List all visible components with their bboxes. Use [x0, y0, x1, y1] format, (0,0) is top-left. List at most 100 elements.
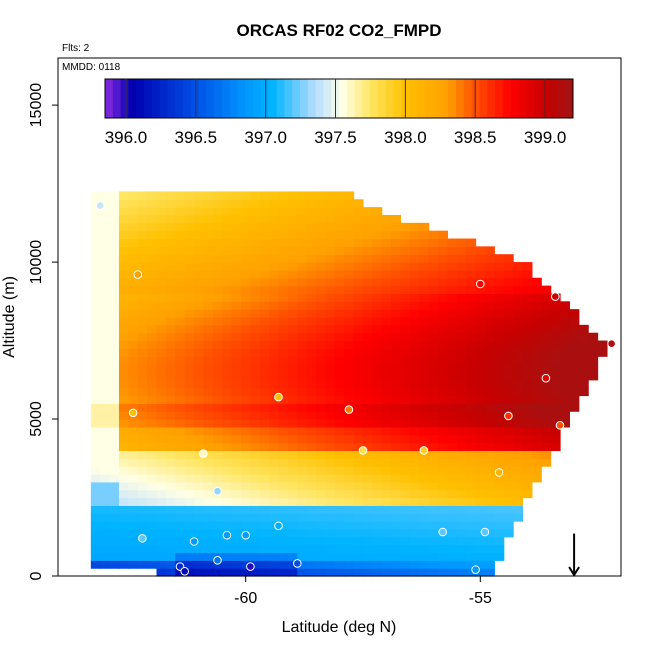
colorbar-segment [518, 79, 527, 118]
field-cell [353, 552, 364, 561]
field-cell [118, 230, 129, 240]
field-cell [419, 426, 430, 436]
field-cell [175, 552, 186, 561]
field-cell [353, 481, 364, 491]
field-cell [428, 356, 439, 365]
field-cell [503, 356, 514, 365]
field-cell [259, 379, 270, 389]
field-cell [194, 371, 205, 381]
field-cell [137, 285, 148, 295]
field-cell [109, 426, 120, 436]
field-cell [203, 434, 214, 444]
colorbar-segment [370, 79, 379, 118]
field-cell [400, 387, 411, 397]
field-cell [513, 285, 524, 295]
field-cell [212, 450, 223, 459]
field-cell [203, 442, 214, 452]
field-cell [344, 309, 355, 318]
field-cell [118, 199, 129, 208]
field-cell [250, 246, 261, 255]
field-cell [456, 301, 467, 310]
field-cell [175, 536, 186, 546]
field-cell [400, 254, 411, 263]
field-cell [419, 277, 430, 287]
field-cell [100, 419, 111, 428]
field-cell [184, 552, 195, 561]
field-cell [325, 552, 336, 561]
field-cell [128, 238, 139, 247]
colorbar-segment [292, 79, 301, 118]
field-cell [391, 426, 402, 436]
field-cell [100, 473, 111, 483]
field-cell [128, 528, 139, 538]
field-cell [484, 434, 495, 444]
field-cell [484, 332, 495, 342]
field-cell [334, 340, 345, 349]
field-cell [287, 521, 298, 530]
field-cell [250, 434, 261, 444]
field-cell [362, 568, 373, 577]
field-cell [362, 521, 373, 530]
field-cell [578, 340, 589, 349]
field-cell [165, 513, 176, 522]
field-cell [269, 434, 280, 444]
field-cell [503, 403, 514, 412]
field-cell [353, 411, 364, 420]
field-cell [438, 285, 449, 295]
field-cell [212, 348, 223, 357]
field-cell [381, 379, 392, 389]
field-cell [222, 254, 233, 263]
field-cell [203, 191, 214, 200]
field-cell [475, 332, 486, 342]
field-cell [297, 324, 308, 334]
field-cell [409, 293, 420, 302]
field-cell [494, 528, 505, 538]
colorbar-segment [502, 79, 512, 118]
field-cell [165, 481, 176, 491]
field-cell [184, 403, 195, 412]
field-cell [325, 442, 336, 452]
field-cell [325, 238, 336, 247]
field-cell [372, 262, 383, 271]
field-cell [165, 309, 176, 318]
field-cell [222, 403, 233, 412]
observation-point [419, 446, 429, 455]
field-cell [269, 552, 280, 561]
field-cell [137, 301, 148, 310]
field-cell [513, 356, 524, 365]
field-cell [287, 238, 298, 247]
field-cell [484, 317, 495, 326]
field-cell [278, 450, 289, 459]
field-cell [560, 364, 570, 373]
field-cell [269, 513, 280, 522]
field-cell [212, 442, 223, 452]
field-cell [137, 442, 148, 452]
field-cell [137, 497, 148, 506]
field-cell [409, 262, 420, 271]
field-cell [222, 411, 233, 420]
field-cell [550, 426, 561, 436]
field-cell [353, 513, 364, 522]
field-cell [175, 214, 186, 224]
field-cell [344, 513, 355, 522]
field-cell [316, 277, 327, 287]
field-cell [325, 214, 336, 224]
field-cell [287, 442, 298, 452]
field-cell [466, 277, 477, 287]
field-cell [447, 481, 458, 491]
field-cell [90, 379, 101, 389]
field-cell [409, 317, 420, 326]
field-cell [522, 411, 533, 420]
field-cell [494, 536, 505, 546]
field-cell [438, 324, 449, 334]
field-cell [400, 309, 411, 318]
field-cell [409, 426, 420, 436]
field-cell [297, 348, 308, 357]
field-cell [269, 466, 280, 475]
field-cell [128, 536, 139, 546]
field-cell [175, 481, 186, 491]
field-cell [194, 473, 205, 483]
field-cell [156, 269, 167, 279]
field-cell [409, 513, 420, 522]
field-cell [90, 521, 101, 530]
